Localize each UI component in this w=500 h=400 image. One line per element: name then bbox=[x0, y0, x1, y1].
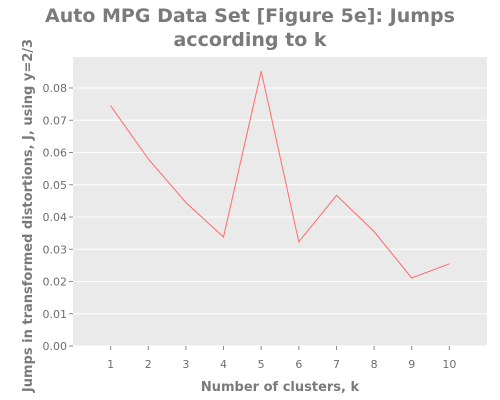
y-axis-title: Jumps in transformed distortions, J, usi… bbox=[21, 39, 36, 393]
chart-title-line-2: according to k bbox=[173, 29, 327, 51]
y-tick-label: 0.00 bbox=[43, 340, 68, 353]
y-tick-label: 0.05 bbox=[43, 179, 68, 192]
grid-lines bbox=[73, 87, 487, 347]
x-tick-label: 2 bbox=[145, 358, 152, 371]
y-tick-label: 0.08 bbox=[43, 82, 68, 95]
series-line bbox=[110, 71, 450, 279]
x-tick-label: 6 bbox=[295, 358, 302, 371]
y-tick-label: 0.01 bbox=[43, 308, 68, 321]
x-tick-label: 5 bbox=[258, 358, 265, 371]
x-tick-label: 7 bbox=[333, 358, 340, 371]
x-tick-label: 4 bbox=[220, 358, 227, 371]
x-tick-label: 10 bbox=[442, 358, 456, 371]
y-tick-label: 0.04 bbox=[43, 211, 68, 224]
y-tick-label: 0.07 bbox=[43, 114, 68, 127]
x-axis-ticks: 1 2 3 4 5 6 7 8 9 10 bbox=[107, 346, 456, 371]
plot-area bbox=[73, 57, 487, 346]
x-tick-label: 9 bbox=[408, 358, 415, 371]
chart-title-line-1: Auto MPG Data Set [Figure 5e]: Jumps bbox=[45, 5, 455, 27]
x-tick-label: 1 bbox=[107, 358, 114, 371]
y-tick-label: 0.03 bbox=[43, 243, 68, 256]
y-tick-label: 0.06 bbox=[43, 147, 68, 160]
x-tick-label: 8 bbox=[371, 358, 378, 371]
x-tick-label: 3 bbox=[182, 358, 189, 371]
y-axis-ticks: 0.00 0.01 0.02 0.03 0.04 0.05 0.06 0.07 0.08 bbox=[43, 82, 73, 353]
y-tick-label: 0.02 bbox=[43, 276, 68, 289]
chart-title: Auto MPG Data Set [Figure 5e]: Jumps acc… bbox=[0, 4, 500, 52]
series-lines bbox=[110, 71, 450, 279]
x-axis-title: Number of clusters, k bbox=[201, 380, 360, 395]
